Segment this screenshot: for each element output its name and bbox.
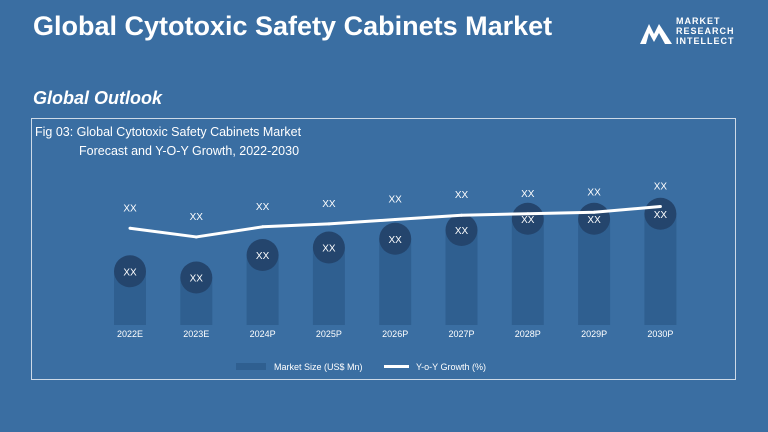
bar-2030P [644,213,677,325]
logo-line-1: MARKET [676,16,721,26]
x-tick-label: 2027P [448,329,474,339]
bar-bubble-2023E [180,261,213,294]
chart-title-line-2: Forecast and Y-O-Y Growth, 2022-2030 [79,144,300,158]
x-tick-label: 2025P [316,329,342,339]
x-tick-label: 2023E [183,329,209,339]
growth-point-2022E [128,226,132,230]
growth-point-2026P [393,218,397,222]
growth-point-2030P [658,205,662,208]
chart-title: Fig 03: Global Cytotoxic Safety Cabinets… [35,123,301,161]
growth-value-label: XX [123,203,137,214]
bar-bubble-2027P [445,214,478,246]
growth-point-2024P [261,225,265,229]
growth-value-label: XX [587,187,601,198]
brand-logo: MARKET RESEARCH INTELLECT [640,14,750,50]
chart-panel: Fig 03: Global Cytotoxic Safety Cabinets… [31,118,736,380]
page-subtitle: Global Outlook [33,88,162,108]
bar-value-label: XX [587,215,601,226]
bar-2029P [578,218,611,325]
bar-value-label: XX [455,226,469,237]
legend-bar-swatch [236,363,266,370]
bar-2028P [511,218,544,325]
x-tick-label: 2029P [581,329,607,339]
growth-value-label: XX [389,195,403,206]
page-title: Global Cytotoxic Safety Cabinets Market [33,11,553,41]
bar-value-label: XX [190,274,204,285]
legend-bar-label: Market Size (US$ Mn) [274,362,363,372]
mountain-m-logo-icon [640,24,672,44]
legend-line-label: Y-o-Y Growth (%) [416,362,486,372]
bar-bubble-2028P [511,202,544,235]
bar-bubble-2026P [379,222,412,255]
x-tick-label: 2030P [647,329,673,339]
bar-bubble-2025P [312,231,345,264]
growth-value-label: XX [190,212,204,223]
growth-value-label: XX [322,199,336,210]
growth-point-2025P [327,222,331,226]
growth-point-2028P [526,212,530,216]
bar-bubble-2024P [246,239,279,271]
logo-line-3: INTELLECT [676,36,735,46]
growth-value-label: XX [654,182,668,193]
chart-canvas: XX 2022E XX 2023E XX 2024P XX 2025P XX 2026P XX 202… [114,182,677,372]
bar-value-label: XX [521,215,535,226]
x-tick-label: 2028P [515,329,541,339]
bar-value-label: XX [389,235,403,246]
x-tick-label: 2022E [117,329,143,339]
growth-point-2029P [592,210,596,214]
growth-value-label: XX [256,202,270,213]
bar-value-label: XX [654,210,668,221]
growth-point-2023E [194,235,198,239]
x-tick-label: 2026P [382,329,408,339]
bar-value-label: XX [256,251,270,262]
logo-line-2: RESEARCH [676,26,735,36]
bar-value-label: XX [322,244,336,255]
growth-point-2027P [460,213,463,217]
bar-bubble-2022E [114,255,146,288]
growth-value-label: XX [521,189,535,200]
growth-value-label: XX [455,190,469,201]
bar-value-label: XX [123,267,137,278]
x-tick-label: 2024P [250,329,276,339]
chart-title-line-1: Fig 03: Global Cytotoxic Safety Cabinets… [35,125,302,139]
